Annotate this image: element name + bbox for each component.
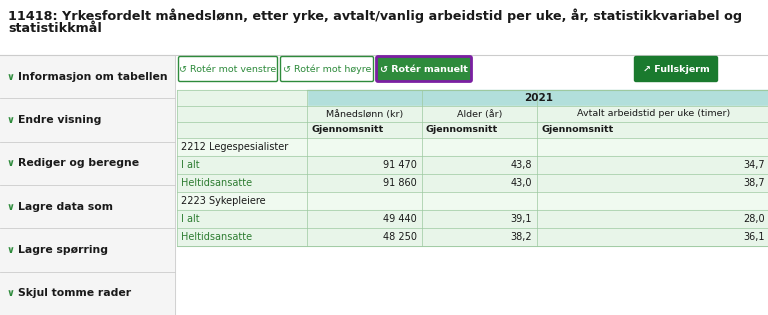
Bar [0,55,175,315]
Text: 38,2: 38,2 [511,232,532,242]
Text: I alt: I alt [181,214,200,224]
Text: I alt: I alt [181,160,200,170]
Text: ∨: ∨ [7,245,15,255]
Text: ↺ Rotér manuelt: ↺ Rotér manuelt [380,65,468,73]
Text: 91 470: 91 470 [383,160,417,170]
Text: ↗ Fullskjerm: ↗ Fullskjerm [643,65,710,73]
Text: Gjennomsnitt: Gjennomsnitt [426,125,498,135]
FancyBboxPatch shape [634,56,717,82]
Text: 2223 Sykepleiere: 2223 Sykepleiere [181,196,266,206]
Text: 28,0: 28,0 [743,214,765,224]
Text: ↺ Rotér mot venstre: ↺ Rotér mot venstre [180,65,276,73]
Bar [177,228,768,246]
FancyBboxPatch shape [280,56,373,82]
Text: Rediger og beregne: Rediger og beregne [18,158,139,168]
Text: ↺ Rotér mot høyre: ↺ Rotér mot høyre [283,64,371,74]
Text: Lagre data som: Lagre data som [18,202,113,212]
Bar [177,192,768,210]
Text: Lagre spørring: Lagre spørring [18,245,108,255]
Bar [307,90,768,106]
Bar [177,210,768,228]
Text: 2212 Legespesialister: 2212 Legespesialister [181,142,288,152]
Text: 43,8: 43,8 [511,160,532,170]
Text: Avtalt arbeidstid per uke (timer): Avtalt arbeidstid per uke (timer) [577,110,730,118]
Text: 34,7: 34,7 [743,160,765,170]
Text: Gjennomsnitt: Gjennomsnitt [311,125,383,135]
Text: 36,1: 36,1 [743,232,765,242]
Text: ∨: ∨ [7,158,15,168]
Text: Gjennomsnitt: Gjennomsnitt [541,125,614,135]
Bar [177,138,768,156]
Text: Skjul tomme rader: Skjul tomme rader [18,288,131,298]
Text: 2021: 2021 [524,93,553,103]
FancyBboxPatch shape [178,56,277,82]
Text: 43,0: 43,0 [511,178,532,188]
Text: 91 860: 91 860 [383,178,417,188]
Text: 49 440: 49 440 [383,214,417,224]
Text: statistikkmål: statistikkmål [8,22,102,35]
Text: Endre visning: Endre visning [18,115,101,125]
Bar [177,106,768,122]
Text: Alder (år): Alder (år) [457,110,502,118]
Bar [177,122,768,138]
FancyBboxPatch shape [376,56,472,82]
Text: Heltidsansatte: Heltidsansatte [181,232,252,242]
Text: ∨: ∨ [7,202,15,212]
Text: 38,7: 38,7 [743,178,765,188]
Bar [177,156,768,174]
Bar [177,90,307,106]
Text: Månedslønn (kr): Månedslønn (kr) [326,110,403,118]
Text: 48 250: 48 250 [383,232,417,242]
Text: Heltidsansatte: Heltidsansatte [181,178,252,188]
Text: 39,1: 39,1 [511,214,532,224]
Text: 11418: Yrkesfordelt månedslønn, etter yrke, avtalt/vanlig arbeidstid per uke, år: 11418: Yrkesfordelt månedslønn, etter yr… [8,8,742,23]
Text: ∨: ∨ [7,288,15,298]
Text: Informasjon om tabellen: Informasjon om tabellen [18,72,167,82]
Text: ∨: ∨ [7,115,15,125]
Bar [177,174,768,192]
Text: ∨: ∨ [7,72,15,82]
